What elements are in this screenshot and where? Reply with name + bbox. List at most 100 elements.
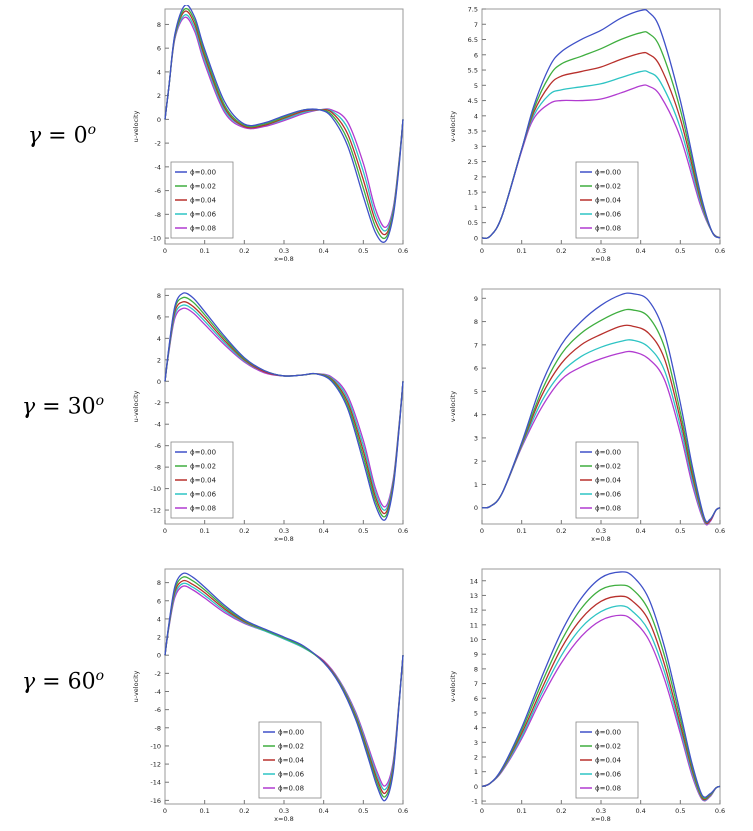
y-tick-label: 4 bbox=[157, 335, 161, 343]
y-tick-label: 10 bbox=[470, 636, 478, 644]
y-tick-label: 5 bbox=[474, 82, 478, 90]
x-tick-label: 0.2 bbox=[556, 527, 566, 535]
x-tick-label: 0.1 bbox=[199, 527, 209, 535]
y-tick-label: 6 bbox=[474, 365, 478, 373]
y-tick-label: 1.5 bbox=[468, 189, 478, 197]
x-tick-label: 0.3 bbox=[596, 247, 606, 255]
u-velocity-plot-gamma-0: -10 -8 -6 -4 -2 0 2 4 6 8 0 0.1 0.2 0.3 0.4 0.5 0.6 x=0.8… bbox=[132, 5, 408, 263]
x-tick-label: 0.2 bbox=[239, 527, 249, 535]
y-tick-label: 6 bbox=[157, 313, 161, 321]
gamma-prefix: γ = bbox=[22, 669, 68, 695]
y-tick-label: 0 bbox=[157, 378, 161, 386]
x-axis-label: x=0.8 bbox=[274, 535, 294, 543]
x-tick-label: 0 bbox=[163, 247, 167, 255]
y-tick-label: -6 bbox=[155, 187, 161, 195]
gamma-prefix: γ = bbox=[22, 394, 68, 420]
x-tick-label: 0.4 bbox=[635, 247, 645, 255]
gamma-value: 60 bbox=[67, 669, 96, 695]
y-tick-label: -6 bbox=[155, 442, 161, 450]
x-axis-label: x=0.8 bbox=[591, 815, 611, 823]
y-tick-label: 8 bbox=[157, 579, 161, 587]
legend-label: ϕ=0.02 bbox=[595, 743, 621, 751]
legend-label: ϕ=0.04 bbox=[278, 757, 305, 765]
legend-label: ϕ=0.08 bbox=[190, 225, 216, 233]
x-tick-label: 0.2 bbox=[239, 807, 249, 815]
legend-label: ϕ=0.06 bbox=[595, 491, 622, 499]
y-tick-label: 0 bbox=[474, 504, 478, 512]
y-axis-label: v-velocity bbox=[449, 111, 457, 142]
y-tick-label: -16 bbox=[150, 797, 161, 805]
y-tick-label: 2 bbox=[157, 634, 161, 642]
y-tick-label: 0 bbox=[474, 783, 478, 791]
y-tick-label: 6 bbox=[474, 51, 478, 59]
x-tick-label: 0 bbox=[480, 807, 484, 815]
legend-label: ϕ=0.04 bbox=[595, 197, 622, 205]
y-tick-label: -8 bbox=[155, 724, 161, 732]
x-tick-label: 0.3 bbox=[596, 527, 606, 535]
y-tick-label: 13 bbox=[470, 592, 478, 600]
u-velocity-plot-gamma-60: -16 -14 -12 -10 -8 -6 -4 -2 0 2 4 6 8 0 0.1 0.2 0.3 0.4 0.… bbox=[132, 568, 408, 823]
x-tick-label: 0.6 bbox=[715, 527, 725, 535]
y-tick-label: 4 bbox=[157, 68, 161, 76]
y-tick-label: 3 bbox=[474, 434, 478, 442]
x-tick-label: 0.1 bbox=[199, 247, 209, 255]
x-tick-label: 0.6 bbox=[398, 527, 408, 535]
y-tick-label: 7 bbox=[474, 680, 478, 688]
x-tick-label: 0.6 bbox=[715, 247, 725, 255]
legend-label: ϕ=0.06 bbox=[595, 771, 622, 779]
x-tick-label: 0.3 bbox=[279, 807, 289, 815]
legend-label: ϕ=0.00 bbox=[595, 169, 621, 177]
y-tick-label: -2 bbox=[155, 399, 161, 407]
legend-label: ϕ=0.06 bbox=[190, 491, 217, 499]
x-tick-label: 0.1 bbox=[516, 247, 526, 255]
x-tick-label: 0 bbox=[480, 527, 484, 535]
x-tick-label: 0.3 bbox=[279, 247, 289, 255]
y-tick-label: 7 bbox=[474, 341, 478, 349]
y-tick-label: 5.5 bbox=[468, 67, 478, 75]
y-tick-label: -10 bbox=[150, 485, 161, 493]
gamma-prefix: γ = bbox=[28, 123, 74, 149]
legend-label: ϕ=0.00 bbox=[190, 169, 216, 177]
y-tick-label: 3.5 bbox=[468, 128, 478, 136]
series-line bbox=[164, 582, 404, 791]
x-tick-label: 0.4 bbox=[318, 807, 328, 815]
y-tick-label: 0 bbox=[157, 116, 161, 124]
y-tick-label: -4 bbox=[155, 421, 161, 429]
y-tick-label: 6 bbox=[157, 597, 161, 605]
y-tick-label: 0 bbox=[474, 234, 478, 242]
x-tick-label: 0.6 bbox=[398, 247, 408, 255]
y-tick-label: -12 bbox=[150, 761, 161, 769]
y-tick-label: -2 bbox=[155, 670, 161, 678]
y-tick-label: 8 bbox=[474, 318, 478, 326]
legend-label: ϕ=0.08 bbox=[190, 505, 216, 513]
legend-label: ϕ=0.02 bbox=[278, 743, 304, 751]
legend-label: ϕ=0.02 bbox=[595, 183, 621, 191]
v-velocity-plot-gamma-30: 0 1 2 3 4 5 6 7 8 9 0 0.1 0.2 0.3 0.4 0.5 0.6 x=0.8 v-velo… bbox=[449, 288, 725, 543]
gamma-unit: o bbox=[95, 668, 105, 684]
x-axis-label: x=0.8 bbox=[591, 535, 611, 543]
x-tick-label: 0.5 bbox=[358, 807, 368, 815]
y-tick-label: 12 bbox=[470, 607, 478, 615]
y-tick-label: 6 bbox=[474, 695, 478, 703]
legend-label: ϕ=0.08 bbox=[278, 785, 304, 793]
y-tick-label: 5 bbox=[474, 709, 478, 717]
x-tick-label: 0 bbox=[163, 807, 167, 815]
y-tick-label: 0.5 bbox=[468, 219, 478, 227]
y-tick-label: 2 bbox=[474, 173, 478, 181]
legend-label: ϕ=0.04 bbox=[595, 757, 622, 765]
y-tick-label: 2 bbox=[157, 92, 161, 100]
series-line bbox=[164, 292, 404, 521]
y-tick-label: 3 bbox=[474, 739, 478, 747]
x-tick-label: 0.1 bbox=[199, 807, 209, 815]
x-tick-label: 0.5 bbox=[358, 527, 368, 535]
v-velocity-plot-gamma-0: 0 0.5 1 1.5 2 2.5 3 3.5 4 4.5 5 5.5 6 6.5 7 7.5 0 0.1 0.2 0… bbox=[449, 6, 725, 264]
series-line bbox=[481, 595, 721, 801]
row-label-gamma-30: γ = 30o bbox=[22, 393, 104, 419]
y-tick-label: 2 bbox=[157, 356, 161, 364]
y-tick-label: -10 bbox=[150, 742, 161, 750]
y-tick-label: 9 bbox=[474, 295, 478, 303]
y-tick-label: -2 bbox=[155, 140, 161, 148]
gamma-value: 0 bbox=[73, 123, 88, 149]
legend-label: ϕ=0.04 bbox=[190, 197, 217, 205]
